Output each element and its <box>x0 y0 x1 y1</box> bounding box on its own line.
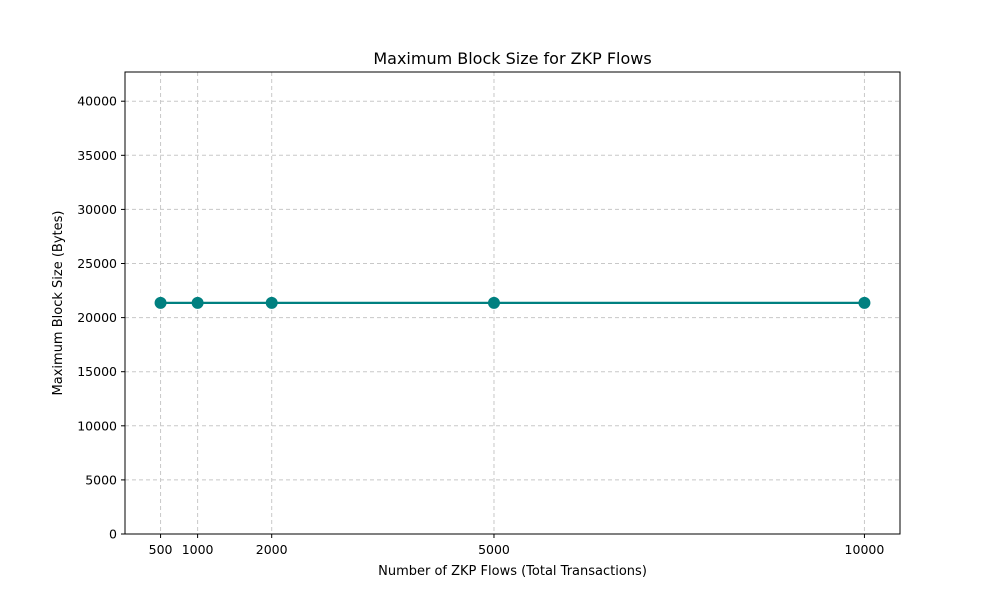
x-tick-label: 500 <box>149 542 173 557</box>
y-tick-label: 5000 <box>85 472 117 487</box>
plot-area-frame <box>124 71 901 535</box>
y-tick-label: 30000 <box>77 202 117 217</box>
chart-title: Maximum Block Size for ZKP Flows <box>373 49 651 68</box>
y-tick-label: 10000 <box>77 418 117 433</box>
data-point <box>191 296 204 309</box>
x-tick-label: 1000 <box>182 542 214 557</box>
y-axis-label: Maximum Block Size (Bytes) <box>51 211 66 396</box>
data-point <box>858 296 871 309</box>
data-point <box>487 296 500 309</box>
x-tick-label: 2000 <box>256 542 288 557</box>
y-tick-label: 25000 <box>77 256 117 271</box>
data-point <box>154 296 167 309</box>
x-tick-label: 5000 <box>478 542 510 557</box>
y-tick-label: 15000 <box>77 364 117 379</box>
y-tick-label: 40000 <box>77 94 117 109</box>
tick-layer: 500 1000 2000 5000 10000 0 5000 10000 15000 20000… <box>77 94 884 557</box>
x-tick-label: 10000 <box>845 542 885 557</box>
y-tick-label: 35000 <box>77 148 117 163</box>
x-axis-label: Number of ZKP Flows (Total Transactions) <box>378 564 647 579</box>
data-point <box>265 296 278 309</box>
series-layer <box>154 296 871 309</box>
y-tick-label: 0 <box>109 527 117 542</box>
y-tick-label: 20000 <box>77 310 117 325</box>
